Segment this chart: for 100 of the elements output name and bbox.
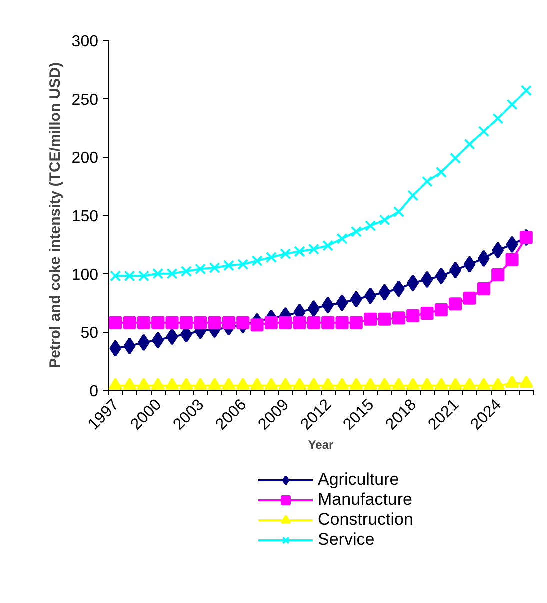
point [434,304,448,316]
point [407,190,419,202]
point [208,378,222,390]
y-axis-title: Petrol and coke intensity (TCE/millon USD) [46,62,64,368]
point [123,316,136,330]
point [407,274,420,292]
point [236,378,250,390]
legend-label: Construction [318,510,414,530]
point [449,298,462,311]
point [280,248,292,260]
point [165,378,180,390]
point [421,271,434,288]
point [519,376,534,388]
point [321,378,336,390]
point [364,288,377,304]
point [406,309,420,322]
point [108,378,123,390]
point [478,126,490,138]
point [209,262,220,274]
y-tick-label: 300 [72,34,99,50]
point [336,316,349,330]
point [264,316,278,330]
point [476,378,491,390]
point [393,206,405,218]
point [350,291,362,308]
point [279,316,292,330]
point [138,270,150,282]
y-tick-label: 50 [80,325,99,342]
point [166,316,179,330]
point [422,176,433,188]
point [506,99,518,110]
point [448,378,463,390]
point [110,340,122,357]
point [194,316,208,330]
point [463,292,476,305]
point [308,244,320,255]
point [392,378,406,390]
point [109,316,122,330]
point [306,378,321,390]
point [137,316,150,330]
y-tick-label: 100 [72,266,99,284]
point [237,258,249,270]
legend-label: Service [318,530,376,550]
point [392,280,405,298]
point [379,214,390,226]
point [464,138,476,150]
point [180,316,193,330]
point [122,378,137,390]
point [180,266,192,278]
point [492,268,505,282]
legend-label: Agriculture [318,470,400,490]
point [378,312,392,326]
point [336,294,348,312]
point [477,282,490,296]
point [266,252,278,264]
point [450,262,462,279]
point [250,318,264,332]
point [491,378,506,390]
point [505,376,520,388]
point [136,378,151,390]
point [364,312,378,326]
point [364,378,378,390]
point [335,378,350,390]
point [124,270,136,282]
point [293,316,306,330]
y-tick-label: 150 [72,208,99,226]
point [392,312,406,325]
point [406,378,420,390]
point [294,246,306,258]
point [420,378,434,390]
point [336,233,348,244]
point [322,296,334,314]
point [364,220,376,232]
point [349,378,364,390]
point [420,307,434,320]
point [322,316,335,330]
point [434,378,448,390]
point [222,316,236,330]
point [252,255,263,267]
legend-label: Manufacture [318,490,414,510]
point [308,300,320,318]
point [194,378,208,390]
point [151,378,166,390]
point [236,316,250,330]
point [208,316,222,330]
point [166,268,178,280]
point [436,166,448,178]
point [222,378,236,390]
point [322,240,334,252]
point [250,378,264,390]
point [292,378,307,390]
point [278,378,293,390]
y-tick-label: 250 [72,92,99,109]
point [378,284,391,301]
point [492,113,504,124]
point [520,85,532,96]
point [179,378,194,390]
point [378,378,392,390]
point [350,226,362,238]
point [492,242,504,259]
